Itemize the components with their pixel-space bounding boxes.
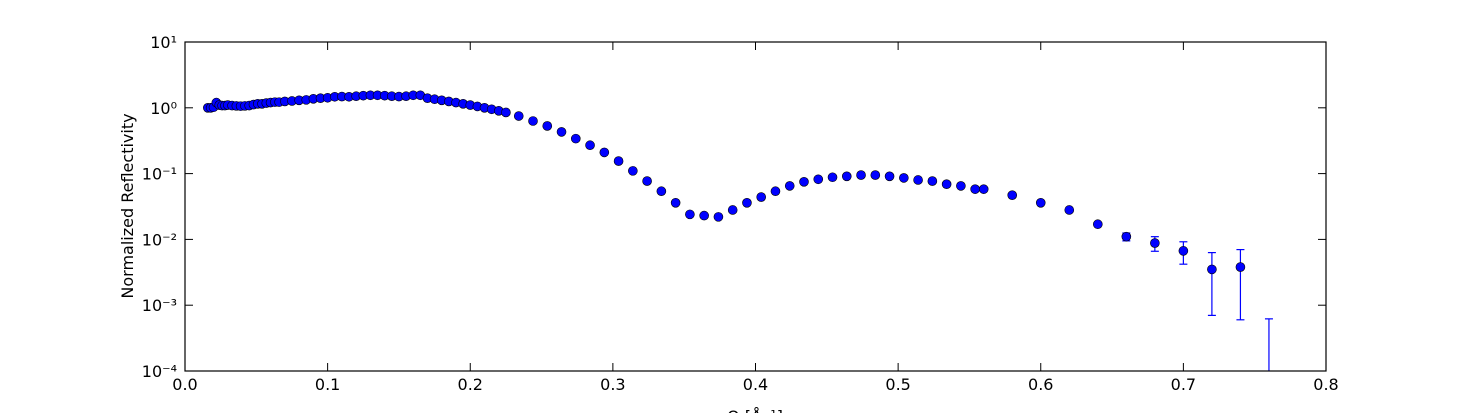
x-tick-label: 0.5 [885,375,910,394]
point [1150,238,1160,248]
y-tick-label: 10⁻² [142,230,177,249]
point [799,177,809,187]
x-tick-label: 0.3 [600,375,625,394]
x-tick-label: 0.7 [1171,375,1196,394]
point [1121,231,1132,242]
point [827,172,838,183]
point [570,133,581,144]
plot-area [203,90,1273,395]
y-tick-label: 10⁻¹ [142,165,177,184]
y-tick-label: 10¹ [150,33,177,52]
x-tick-label: 0.8 [1313,375,1338,394]
point [513,111,524,121]
plot-frame [184,41,1327,372]
y-axis-label: Normalized Reflectivity [118,113,137,298]
point [856,170,866,180]
point [656,186,667,197]
point [1264,386,1273,395]
point [956,181,966,191]
point [501,107,511,118]
point [1207,264,1217,275]
point [978,184,989,194]
point [970,184,980,194]
point [1093,219,1103,230]
point [1035,197,1046,208]
point [770,186,781,197]
point [585,140,595,151]
point [1235,262,1246,272]
point [899,173,909,183]
point [884,171,895,182]
y-tick-label: 10⁻⁴ [142,362,177,381]
point [870,170,881,180]
point [670,197,681,208]
y-tick-label: 10⁻³ [142,296,177,315]
point [685,209,695,220]
x-tick-label: 0.0 [172,375,197,394]
point [727,205,738,215]
point [784,181,795,191]
x-tick-label: 0.6 [1028,375,1053,394]
y-tick-label: 10⁰ [150,99,177,118]
x-tick-label: 0.2 [458,375,483,394]
x-axis-label: Q [Å⁻¹] [727,407,783,413]
x-tick-label: 0.1 [315,375,340,394]
point [556,127,567,137]
point [613,156,624,166]
point [927,176,938,186]
point [913,175,923,185]
point [756,192,767,202]
point [542,121,553,131]
point [528,116,538,126]
point [599,147,610,158]
point [1064,205,1075,215]
x-tick-label: 0.4 [743,375,768,394]
point [713,212,724,222]
point [941,179,952,190]
point [813,174,824,185]
point [1007,190,1018,200]
point [699,210,709,221]
point [642,176,652,186]
point [628,166,638,176]
point [1178,246,1189,256]
point [742,197,752,208]
point [841,171,852,182]
